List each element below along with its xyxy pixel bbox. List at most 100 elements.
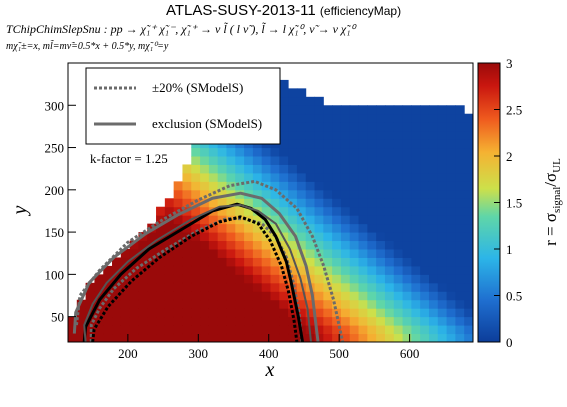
color-bar-ticks: 0 0.5 1 1.5 2 2.5 3 [494, 56, 522, 350]
heatmap-cell [393, 282, 404, 292]
heatmap-cell [323, 130, 333, 140]
heatmap-cell [156, 316, 166, 326]
heatmap-cell [252, 164, 263, 174]
heatmap-cell [340, 139, 351, 149]
heatmap-cell [226, 265, 236, 275]
heatmap-cell [244, 265, 254, 275]
heatmap-cell [332, 122, 342, 132]
heatmap-cell [367, 232, 377, 242]
heatmap-cell [323, 147, 333, 157]
y-axis-ticks: 50 100 150 200 250 300 [45, 98, 76, 325]
heatmap-cell [428, 240, 439, 250]
heatmap-cell [252, 316, 263, 326]
heatmap-cell [164, 291, 175, 301]
heatmap-cell [138, 325, 148, 335]
heatmap-cell [208, 223, 219, 233]
heatmap-cell [235, 249, 245, 258]
heatmap-cell [261, 189, 271, 199]
heatmap-cell [191, 316, 201, 326]
heatmap-cell [446, 257, 456, 267]
heatmap-cell [138, 257, 148, 267]
heatmap-cell [94, 299, 104, 309]
heatmap-cell [226, 299, 236, 309]
heatmap-cell [296, 189, 307, 199]
heatmap-cell [164, 325, 175, 335]
heatmap-cell [367, 189, 377, 199]
heatmap-cell [367, 316, 377, 326]
heatmap-cell [384, 139, 395, 149]
heatmap-cell [393, 206, 404, 216]
heatmap-cell [428, 249, 439, 258]
heatmap-cell [349, 147, 360, 157]
heatmap-cell [393, 164, 404, 174]
heatmap-cell [270, 215, 280, 225]
heatmap-cell [323, 265, 333, 275]
heatmap-cell [235, 223, 245, 233]
heatmap-cell [85, 299, 95, 309]
heatmap-cell [288, 223, 298, 233]
heatmap-cell [226, 156, 236, 165]
heatmap-cell [446, 291, 456, 301]
heatmap-cell [129, 249, 139, 258]
heatmap-cell [279, 164, 289, 174]
heatmap-cell [138, 240, 148, 250]
heatmap-cell [358, 172, 368, 182]
heatmap-cell [455, 215, 465, 225]
heatmap-cell [103, 282, 113, 292]
heatmap-cell [235, 333, 245, 343]
heatmap-cell [244, 232, 254, 242]
heatmap-cell [437, 181, 448, 191]
heatmap-cell [446, 215, 456, 225]
heatmap-cell [200, 206, 210, 216]
heatmap-cell [217, 156, 227, 165]
z-tick-label: 2 [506, 149, 513, 164]
heatmap-cell [367, 139, 377, 149]
heatmap-cell [305, 316, 316, 326]
heatmap-cell [296, 291, 307, 301]
heatmap-cell [420, 181, 430, 191]
heatmap-cell [420, 164, 430, 174]
heatmap-cell [244, 333, 254, 343]
heatmap-cell [420, 139, 430, 149]
heatmap-cell [226, 181, 236, 191]
heatmap-cell [314, 156, 324, 165]
heatmap-cell [208, 147, 219, 157]
heatmap-cell [235, 181, 245, 191]
heatmap-cell [173, 291, 183, 301]
heatmap-cell [437, 223, 448, 233]
heatmap-cell [261, 164, 271, 174]
heatmap-cell [411, 181, 421, 191]
heatmap-cell [252, 181, 263, 191]
heatmap-cell [420, 122, 430, 132]
heatmap-cell [411, 274, 421, 284]
heatmap-cell [428, 291, 439, 301]
heatmap-cell [349, 122, 360, 132]
heatmap-cell [358, 181, 368, 191]
heatmap-cell [446, 282, 456, 292]
heatmap-cell [288, 88, 298, 98]
heatmap-cell [376, 164, 386, 174]
heatmap-cell [464, 223, 474, 233]
heatmap-cell [358, 139, 368, 149]
heatmap-cell [112, 257, 122, 267]
heatmap-cell [314, 122, 324, 132]
heatmap-cell [340, 282, 351, 292]
heatmap-cell [384, 156, 395, 165]
heatmap-cell [217, 282, 227, 292]
heatmap-cell [358, 316, 368, 326]
heatmap-cell [270, 291, 280, 301]
heatmap-cell [261, 325, 271, 335]
heatmap-cell [314, 139, 324, 149]
heatmap-cell [428, 299, 439, 309]
heatmap-cell [129, 299, 139, 309]
heatmap-cell [296, 299, 307, 309]
heatmap-cell [314, 206, 324, 216]
heatmap-cell [156, 308, 166, 318]
heatmap-cell [156, 206, 166, 216]
heatmap-cell [367, 223, 377, 233]
heatmap-cell [384, 215, 395, 225]
heatmap-cell [156, 249, 166, 258]
heatmap-cell [147, 299, 157, 309]
heatmap-cell [173, 299, 183, 309]
